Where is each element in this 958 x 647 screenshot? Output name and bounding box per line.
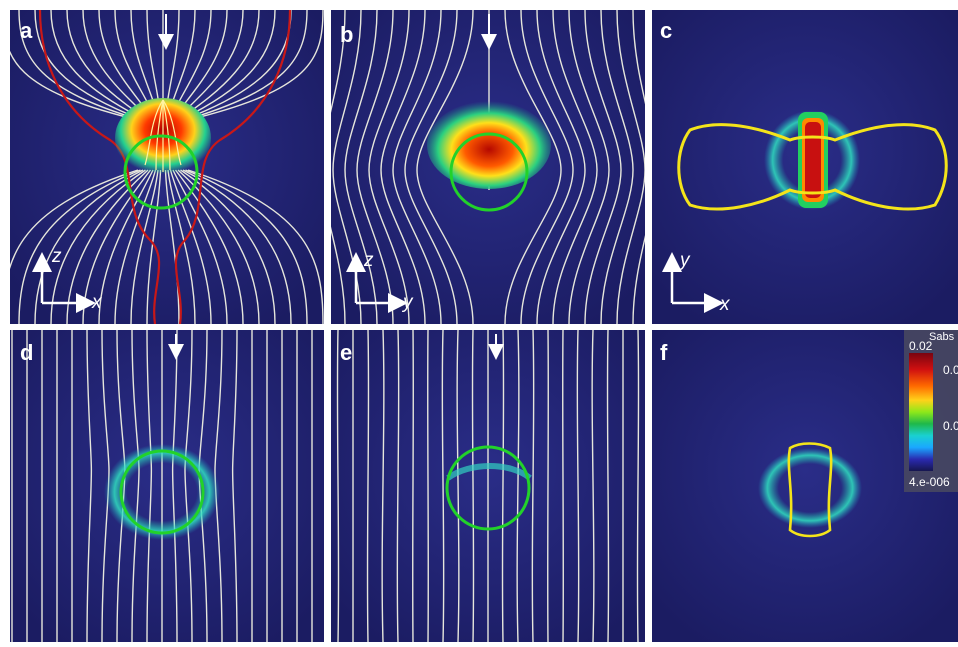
panel-b: b z y: [309, 10, 669, 324]
hot-strip-c-inner: [805, 122, 821, 198]
axis-b-horizontal-label: y: [401, 292, 414, 313]
axis-c-horizontal-label: x: [719, 294, 731, 315]
streamline: [563, 330, 564, 642]
colorbar-title: Sabs: [929, 331, 955, 343]
axis-a-horizontal-label: x: [91, 292, 103, 313]
panel-e: e: [331, 330, 645, 642]
hot-spot-b: [427, 101, 551, 189]
colorbar: Sabs 0.02 0.0 0.0 4.e-006: [904, 330, 958, 492]
panel-d: d: [10, 330, 324, 642]
panel-c-label: c: [660, 18, 672, 43]
panel-a: a z x: [3, 10, 324, 324]
panel-f: f Sabs 0.02 0.0 0.0 4.e-006: [652, 330, 958, 642]
colorbar-tick-1: 0.0: [943, 363, 958, 377]
panel-d-label: d: [20, 340, 33, 365]
streamline: [548, 330, 549, 642]
panel-e-label: e: [340, 340, 352, 365]
glow-f: [758, 448, 862, 528]
panel-c: c y x: [652, 10, 958, 324]
panel-b-label: b: [340, 22, 353, 47]
panel-f-label: f: [660, 340, 668, 365]
panel-a-label: a: [20, 18, 33, 43]
streamline: [428, 330, 429, 642]
colorbar-max-label: 0.02: [909, 339, 933, 353]
streamline: [413, 330, 414, 642]
colorbar-tick-2: 0.0: [943, 419, 958, 433]
axis-c-vertical-label: y: [678, 250, 691, 271]
axis-a-vertical-label: z: [51, 246, 62, 267]
colorbar-gradient: [909, 353, 933, 471]
colorbar-min-label: 4.e-006: [909, 475, 950, 489]
axis-b-vertical-label: z: [363, 250, 374, 271]
